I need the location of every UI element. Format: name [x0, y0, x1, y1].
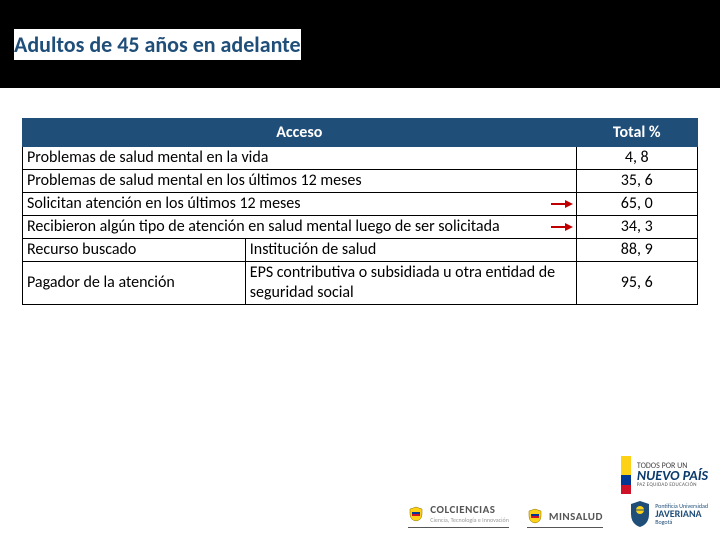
- row-label: Recibieron algún tipo de atención en sal…: [23, 216, 577, 239]
- logo-minsalud: MINSALUD: [527, 508, 603, 528]
- row-value: 35, 6: [576, 170, 698, 193]
- row-label: Solicitan atención en los últimos 12 mes…: [23, 193, 577, 216]
- row-value-text: 65, 0: [621, 194, 653, 213]
- row-value: 65, 0: [576, 193, 698, 216]
- row-value-text: 34, 3: [621, 217, 653, 236]
- table-container: Acceso Total % Problemas de salud mental…: [0, 88, 720, 305]
- table-row: Recibieron algún tipo de atención en sal…: [23, 216, 698, 239]
- logo-text: COLCIENCIAS: [430, 503, 509, 516]
- row-label-b: EPS contributiva o subsidiada u otra ent…: [245, 262, 576, 305]
- row-label-a: Pagador de la atención: [23, 262, 246, 305]
- logo-colciencias: COLCIENCIAS Ciencia, Tecnología e Innova…: [408, 503, 509, 528]
- row-label: Problemas de salud mental en la vida: [23, 147, 577, 170]
- row-value: 34, 3: [576, 216, 698, 239]
- logo-subtext: Ciencia, Tecnología e Innovación: [430, 516, 509, 524]
- logo-text: MINSALUD: [549, 510, 603, 523]
- row-value: 95, 6: [576, 262, 698, 305]
- table-row: Pagador de la atención EPS contributiva …: [23, 262, 698, 305]
- title-banner: Adultos de 45 años en adelante: [0, 0, 720, 88]
- row-label: Problemas de salud mental en los últimos…: [23, 170, 577, 193]
- header-acceso: Acceso: [23, 119, 577, 147]
- table-row: Problemas de salud mental en los últimos…: [23, 170, 698, 193]
- np-line2: NUEVO PAÍS: [637, 470, 708, 483]
- right-logo-column: TODOS POR UN NUEVO PAÍS PAZ EQUIDAD EDUC…: [621, 456, 708, 528]
- arrow-icon: [551, 222, 573, 232]
- shield-icon: [408, 506, 424, 522]
- table-row: Problemas de salud mental en la vida 4, …: [23, 147, 698, 170]
- arrow-icon: [551, 199, 573, 209]
- row-label-a: Recurso buscado: [23, 239, 246, 262]
- university-shield-icon: [629, 500, 651, 528]
- row-value: 88, 9: [576, 239, 698, 262]
- table-row: Recurso buscado Institución de salud 88,…: [23, 239, 698, 262]
- row-value: 4, 8: [576, 147, 698, 170]
- table-header-row: Acceso Total %: [23, 119, 698, 147]
- footer-logos: COLCIENCIAS Ciencia, Tecnología e Innova…: [0, 456, 720, 528]
- header-total: Total %: [576, 119, 698, 147]
- flag-icon: [621, 456, 631, 494]
- table-row: Solicitan atención en los últimos 12 mes…: [23, 193, 698, 216]
- logo-nuevo-pais: TODOS POR UN NUEVO PAÍS PAZ EQUIDAD EDUC…: [621, 456, 708, 494]
- acceso-table: Acceso Total % Problemas de salud mental…: [22, 118, 698, 305]
- page-title: Adultos de 45 años en adelante: [14, 29, 301, 60]
- row-label-b: Institución de salud: [245, 239, 576, 262]
- logo-javeriana: Pontificia Universidad JAVERIANA Bogotá: [629, 500, 708, 528]
- shield-icon: [527, 508, 543, 524]
